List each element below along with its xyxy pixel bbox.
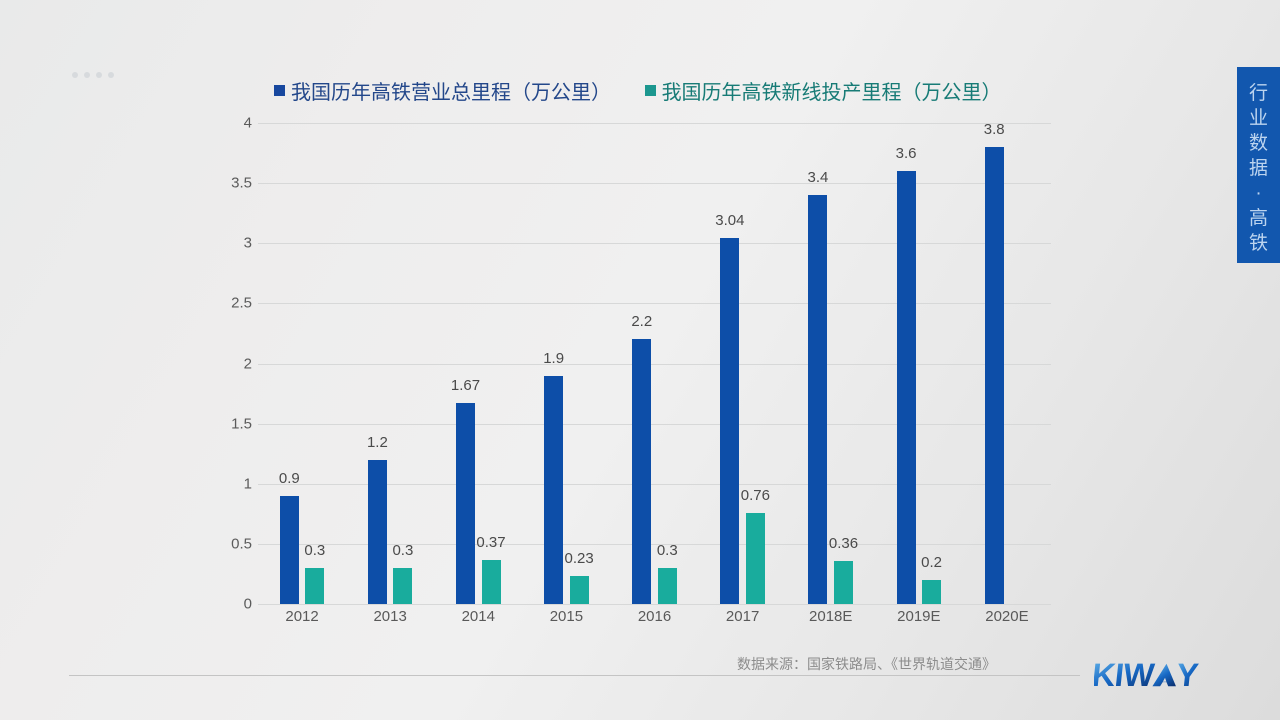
- svg-text:Y: Y: [1175, 656, 1201, 693]
- svg-text:KIW: KIW: [1094, 656, 1156, 693]
